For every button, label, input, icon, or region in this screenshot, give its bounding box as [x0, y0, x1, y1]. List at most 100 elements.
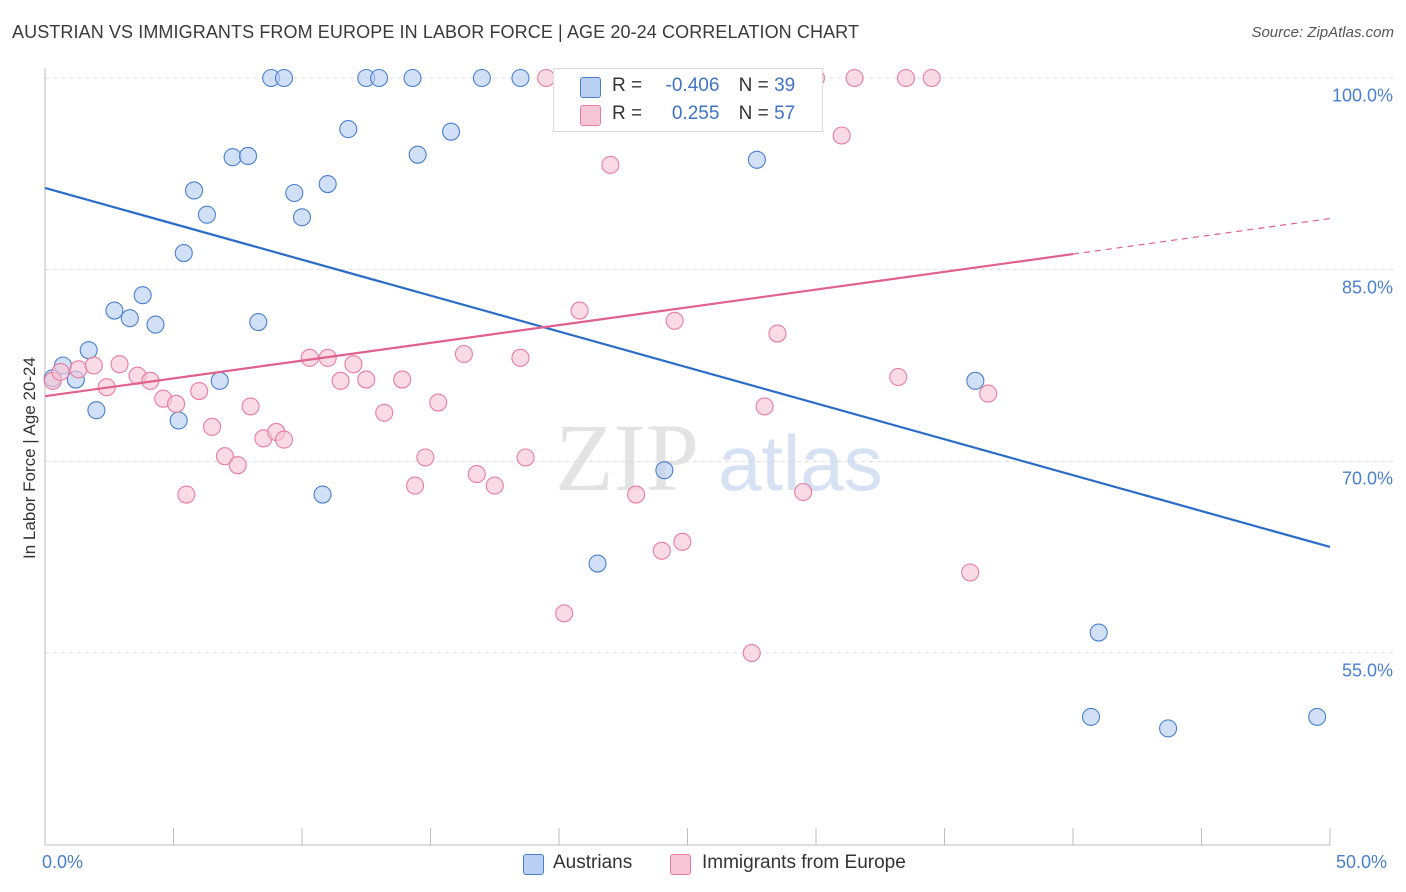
point-immigrants	[215, 447, 234, 466]
x-tick-max: 50.0%	[1336, 852, 1388, 872]
point-immigrants	[406, 476, 425, 495]
point-immigrants	[627, 485, 646, 504]
point-austrians	[1308, 707, 1327, 726]
legend-swatch-immigrants	[580, 105, 601, 126]
point-immigrants	[832, 126, 851, 145]
point-austrians	[339, 120, 358, 139]
point-austrians	[472, 68, 491, 88]
point-immigrants	[516, 448, 535, 467]
point-immigrants	[203, 417, 222, 436]
point-austrians	[174, 244, 193, 263]
point-austrians	[79, 341, 98, 360]
point-austrians	[185, 181, 204, 200]
point-immigrants	[110, 355, 129, 374]
point-immigrants	[190, 382, 209, 401]
point-austrians	[87, 401, 106, 420]
point-austrians	[210, 371, 229, 390]
point-immigrants	[601, 155, 620, 174]
point-immigrants	[742, 643, 761, 663]
point-austrians	[1159, 719, 1178, 738]
legend-swatch-austrians	[580, 77, 601, 98]
legend-row-austrians: R = -0.406 N = 39	[612, 75, 795, 97]
trend-line-immigrants	[44, 252, 1074, 398]
point-austrians	[655, 461, 674, 480]
point-immigrants	[652, 541, 671, 560]
point-immigrants	[167, 394, 186, 413]
series-legend: Austrians Immigrants from Europe	[0, 852, 1406, 878]
point-immigrants	[228, 456, 247, 475]
trend-line-immigrants-extension	[1072, 217, 1331, 255]
point-austrians	[249, 313, 268, 332]
point-immigrants	[331, 371, 350, 390]
y-tick-label: 85.0%	[1341, 277, 1393, 298]
chart-title: AUSTRIAN VS IMMIGRANTS FROM EUROPE IN LA…	[12, 22, 860, 42]
point-immigrants	[454, 344, 473, 364]
x-tick-min: 0.0%	[42, 852, 84, 872]
trend-line-austrians	[44, 186, 1331, 549]
point-austrians	[442, 122, 461, 141]
point-austrians	[285, 183, 304, 203]
point-immigrants	[794, 482, 813, 502]
point-austrians	[223, 148, 242, 167]
point-immigrants	[889, 367, 908, 387]
point-austrians	[120, 309, 139, 328]
point-immigrants	[393, 370, 412, 389]
legend-n-value: 57	[774, 103, 796, 124]
point-austrians	[274, 68, 294, 88]
legend-swatch-austrians	[523, 854, 544, 875]
point-immigrants	[84, 356, 103, 375]
legend-label-immigrants: Immigrants from Europe	[702, 852, 906, 873]
point-austrians	[318, 175, 337, 194]
point-immigrants	[673, 532, 692, 551]
point-immigrants	[896, 68, 916, 88]
point-immigrants	[485, 476, 504, 495]
point-immigrants	[375, 403, 394, 422]
point-immigrants	[570, 301, 589, 320]
point-immigrants	[51, 362, 70, 381]
point-immigrants	[961, 563, 980, 582]
point-immigrants	[555, 604, 574, 623]
y-tick-label: 70.0%	[1341, 468, 1393, 489]
point-immigrants	[69, 360, 88, 379]
point-austrians	[1089, 623, 1108, 642]
trend-lines	[44, 186, 1331, 549]
point-immigrants	[755, 397, 774, 416]
point-immigrants	[429, 393, 448, 412]
legend-r-value: 0.255	[671, 103, 720, 124]
axes	[44, 68, 1331, 846]
point-immigrants	[768, 324, 787, 343]
point-immigrants	[241, 397, 260, 416]
point-immigrants	[177, 485, 196, 504]
legend-label-austrians: Austrians	[553, 852, 633, 873]
legend-swatch-immigrants	[670, 854, 691, 875]
point-austrians	[169, 411, 188, 430]
point-immigrants	[979, 384, 998, 403]
point-immigrants	[344, 355, 363, 374]
point-immigrants	[922, 68, 941, 88]
point-austrians	[197, 205, 216, 224]
point-austrians	[588, 554, 607, 573]
watermark-zip: ZIP	[555, 404, 699, 511]
point-austrians	[1081, 707, 1101, 726]
legend-n-label: N =	[738, 103, 769, 124]
legend-r-label: R =	[612, 75, 643, 96]
legend-n-value: 39	[774, 75, 796, 96]
legend-r-label: R =	[612, 103, 643, 124]
source-credit: Source: ZipAtlas.com	[1251, 24, 1394, 41]
y-tick-label: 55.0%	[1341, 660, 1393, 681]
point-austrians	[408, 145, 427, 164]
point-immigrants	[845, 68, 864, 88]
legend-row-immigrants: R = 0.255 N = 57	[612, 103, 795, 125]
point-immigrants	[357, 370, 376, 389]
point-immigrants	[665, 311, 684, 330]
correlation-legend: R = -0.406 N = 39 R = 0.255 N = 57	[553, 68, 823, 132]
y-tick-label: 100.0%	[1331, 85, 1393, 106]
point-austrians	[747, 150, 766, 169]
point-immigrants	[467, 465, 486, 484]
point-austrians	[292, 208, 312, 227]
point-austrians	[403, 68, 422, 88]
point-immigrants	[416, 448, 435, 467]
point-austrians	[133, 286, 152, 305]
point-immigrants	[511, 348, 530, 367]
